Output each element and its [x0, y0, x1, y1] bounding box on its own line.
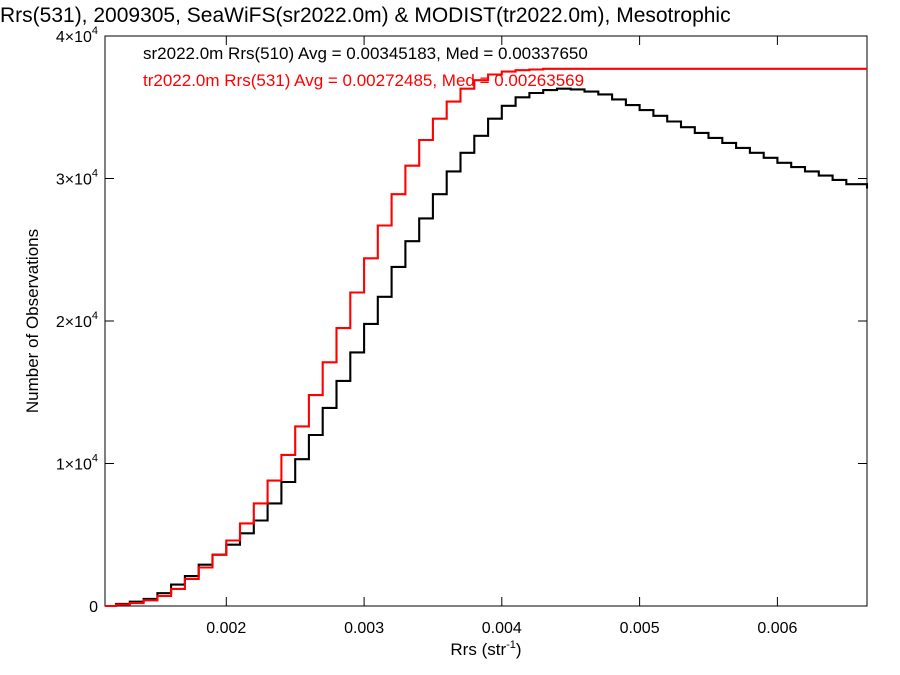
plot-frame: [104, 35, 868, 607]
x-axis-ticks: 0.002 0.003 0.004 0.005 0.006: [206, 36, 798, 637]
x-tick-label: 0.002: [206, 620, 246, 637]
y-tick-label: 4×104: [56, 25, 98, 46]
y-tick-label: 3×104: [56, 168, 98, 189]
legend: sr2022.0m Rrs(510) Avg = 0.00345183, Med…: [143, 44, 588, 90]
legend-entry: tr2022.0m Rrs(531) Avg = 0.00272485, Med…: [143, 71, 584, 90]
y-tick-label: 0: [89, 599, 98, 616]
x-tick-label: 0.004: [482, 620, 522, 637]
y-axis-label: Number of Observations: [23, 229, 42, 413]
x-tick-label: 0.006: [757, 620, 797, 637]
histogram-series-line: [105, 67, 867, 608]
x-tick-label: 0.003: [344, 620, 384, 637]
chart-title: Rrs(531), 2009305, SeaWiFS(sr2022.0m) & …: [0, 4, 731, 27]
y-axis-ticks: 0 1×104 2×104 3×104 4×104: [56, 25, 867, 616]
histogram-series-line: [105, 87, 869, 608]
histogram-series: [105, 67, 869, 608]
x-axis-label: Rrs (str-1): [450, 639, 521, 659]
y-tick-label: 2×104: [56, 310, 98, 331]
legend-entry: sr2022.0m Rrs(510) Avg = 0.00345183, Med…: [143, 44, 588, 63]
x-tick-label: 0.005: [620, 620, 660, 637]
y-tick-label: 1×104: [56, 453, 98, 474]
